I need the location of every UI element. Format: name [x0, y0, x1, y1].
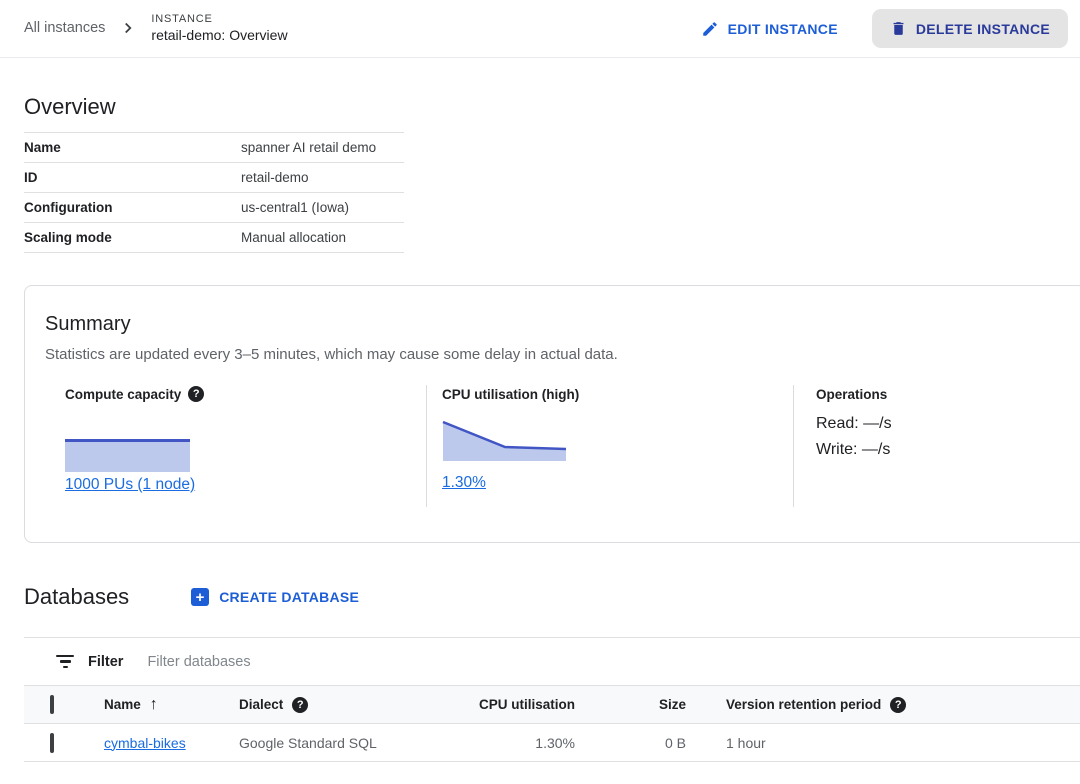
column-name[interactable]: Name [104, 697, 141, 712]
help-icon[interactable]: ? [890, 696, 907, 713]
summary-title: Summary [45, 313, 131, 335]
create-database-label: CREATE DATABASE [219, 589, 360, 605]
plus-icon: + [191, 588, 210, 606]
select-all-checkbox[interactable] [50, 695, 54, 714]
detail-row-scaling-mode: Scaling mode Manual allocation [24, 223, 404, 253]
filter-icon [56, 654, 74, 669]
help-icon[interactable]: ? [188, 386, 205, 402]
databases-table-card: Filter Name ↑ Dialect ? CPU utilisation … [24, 637, 1080, 762]
column-size: Size [658, 697, 686, 712]
detail-value: Manual allocation [241, 230, 347, 245]
operations-read: Read: —/s [816, 415, 892, 432]
databases-header: Databases + CREATE DATABASE [24, 583, 1080, 611]
detail-label: Name [24, 140, 61, 155]
detail-label: Configuration [24, 200, 113, 215]
filter-label[interactable]: Filter [88, 653, 124, 670]
compute-capacity-label: Compute capacity [65, 386, 182, 402]
help-icon[interactable]: ? [292, 696, 309, 713]
cpu-utilisation-link[interactable]: 1.30% [442, 474, 486, 491]
table-header-row: Name ↑ Dialect ? CPU utilisation Size Ve… [24, 686, 1080, 724]
database-size: 0 B [664, 734, 686, 751]
operations-metric: Operations Read: —/s Write: —/s [793, 385, 1080, 507]
toolbar-actions: EDIT INSTANCE DELETE INSTANCE [689, 9, 1068, 48]
database-retention: 1 hour [726, 734, 766, 751]
delete-instance-button[interactable]: DELETE INSTANCE [871, 9, 1068, 48]
detail-row-id: ID retail-demo [24, 163, 404, 193]
detail-label: Scaling mode [24, 230, 112, 245]
detail-value: retail-demo [241, 170, 309, 185]
cpu-utilisation-sparkline [442, 420, 567, 461]
compute-capacity-metric: Compute capacity ? 1000 PUs (1 node) [45, 385, 426, 507]
edit-instance-button[interactable]: EDIT INSTANCE [689, 11, 850, 47]
filter-databases-input[interactable] [145, 652, 1080, 671]
compute-capacity-sparkline [65, 439, 190, 472]
sort-ascending-icon[interactable]: ↑ [149, 695, 158, 713]
pencil-icon [701, 20, 719, 38]
edit-instance-label: EDIT INSTANCE [727, 20, 838, 37]
breadcrumb: All instances INSTANCE retail-demo: Over… [24, 12, 288, 46]
detail-value: spanner AI retail demo [241, 140, 377, 155]
database-dialect: Google Standard SQL [239, 734, 377, 751]
database-link[interactable]: cymbal-bikes [104, 734, 186, 751]
create-database-button[interactable]: + CREATE DATABASE [185, 584, 365, 610]
operations-label: Operations [816, 386, 888, 402]
databases-title: Databases [24, 584, 130, 609]
column-version-retention-period: Version retention period [726, 697, 882, 712]
overview-details-table: Name spanner AI retail demo ID retail-de… [24, 132, 404, 253]
cpu-utilisation-label: CPU utilisation (high) [442, 386, 580, 402]
detail-value: us-central1 (Iowa) [241, 200, 350, 215]
trash-icon [890, 20, 907, 37]
delete-instance-label: DELETE INSTANCE [915, 20, 1050, 37]
breadcrumb-all-instances[interactable]: All instances [24, 20, 106, 37]
database-cpu: 1.30% [535, 734, 575, 751]
summary-metrics: Compute capacity ? 1000 PUs (1 node) CPU… [45, 385, 1080, 507]
column-dialect: Dialect [239, 697, 284, 712]
summary-subtitle: Statistics are updated every 3–5 minutes… [45, 346, 618, 363]
detail-row-configuration: Configuration us-central1 (Iowa) [24, 193, 404, 223]
table-row: cymbal-bikes Google Standard SQL 1.30% 0… [24, 724, 1080, 762]
detail-label: ID [24, 170, 38, 185]
top-bar: All instances INSTANCE retail-demo: Over… [0, 0, 1080, 58]
page-breadcrumb-title: retail-demo: Overview [151, 27, 288, 44]
column-cpu-utilisation: CPU utilisation [478, 697, 575, 712]
breadcrumb-current: INSTANCE retail-demo: Overview [151, 12, 287, 46]
filter-bar: Filter [24, 638, 1080, 686]
operations-write: Write: —/s [816, 441, 891, 458]
summary-card: Summary Statistics are updated every 3–5… [24, 285, 1080, 543]
compute-capacity-link[interactable]: 1000 PUs (1 node) [65, 476, 196, 493]
row-checkbox[interactable] [50, 732, 54, 753]
chevron-right-icon [119, 19, 137, 37]
cpu-utilisation-metric: CPU utilisation (high) 1.30% [426, 385, 793, 507]
detail-row-name: Name spanner AI retail demo [24, 133, 404, 163]
instance-kicker-label: INSTANCE [151, 12, 213, 25]
overview-title: Overview [24, 94, 116, 119]
